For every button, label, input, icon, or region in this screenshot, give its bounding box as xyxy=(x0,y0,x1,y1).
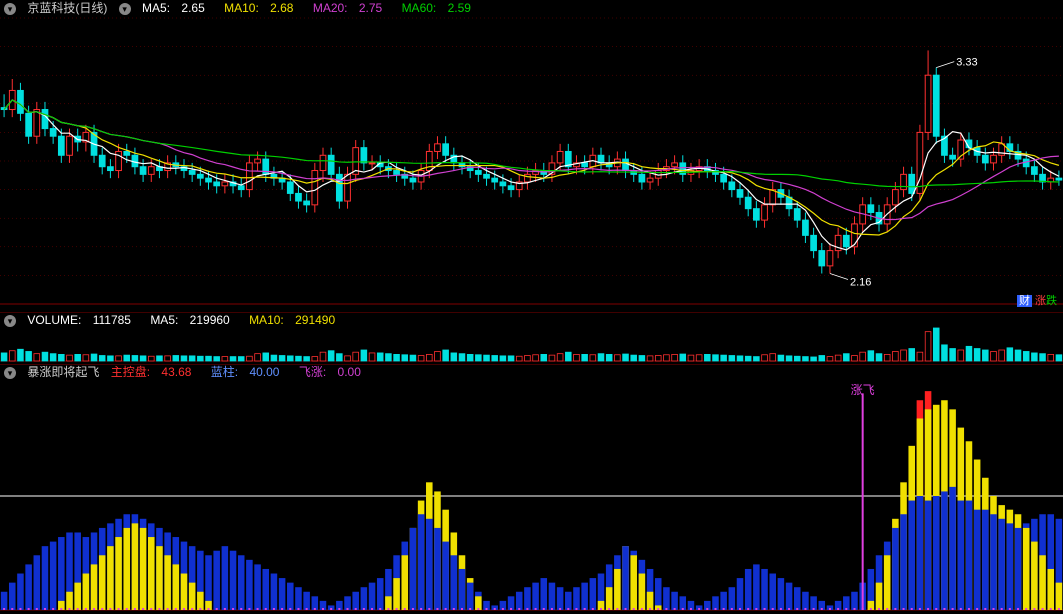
ma60-label: MA60: 2.59 xyxy=(402,1,479,15)
ma20-label: MA20: 2.75 xyxy=(313,1,390,15)
svg-text:涨飞: 涨飞 xyxy=(851,382,875,397)
indicator-header: ▾ 暴涨即将起飞 主控盘: 43.68 蓝柱: 40.00 飞涨: 0.00 xyxy=(0,364,377,380)
volume-label: VOLUME: 111785 xyxy=(27,313,139,327)
vol-ma5-label: MA5: 219960 xyxy=(150,313,237,327)
indicator-title: 暴涨即将起飞 xyxy=(27,365,99,379)
chevron-down-icon[interactable]: ▾ xyxy=(4,367,16,379)
price-header: ▾ 京蓝科技(日线) ▾ MA5: 2.65 MA10: 2.68 MA20: … xyxy=(0,0,487,16)
volume-panel[interactable]: ▾ VOLUME: 111785 MA5: 219960 MA10: 29149… xyxy=(0,312,1063,362)
ind-item-2: 飞涨: 0.00 xyxy=(299,365,369,379)
ma10-label: MA10: 2.68 xyxy=(224,1,301,15)
ind-item-0: 主控盘: 43.68 xyxy=(111,365,200,379)
indicator-panel[interactable]: ▾ 暴涨即将起飞 主控盘: 43.68 蓝柱: 40.00 飞涨: 0.00 涨… xyxy=(0,364,1063,614)
svg-text:2.16: 2.16 xyxy=(850,276,871,288)
chevron-down-icon[interactable]: ▾ xyxy=(4,315,16,327)
svg-text:3.33: 3.33 xyxy=(956,57,977,69)
ind-item-1: 蓝柱: 40.00 xyxy=(211,365,288,379)
stock-title: 京蓝科技(日线) xyxy=(27,1,107,15)
badge-right: 财 涨跌 xyxy=(1015,292,1059,308)
chevron-down-icon[interactable]: ▾ xyxy=(119,3,131,15)
price-panel[interactable]: ▾ 京蓝科技(日线) ▾ MA5: 2.65 MA10: 2.68 MA20: … xyxy=(0,0,1063,310)
price-chart[interactable]: 3.33 2.16 xyxy=(0,0,1063,310)
chevron-down-icon[interactable]: ▾ xyxy=(4,3,16,15)
ma5-label: MA5: 2.65 xyxy=(142,1,213,15)
vol-ma10-label: MA10: 291490 xyxy=(249,313,343,327)
volume-header: ▾ VOLUME: 111785 MA5: 219960 MA10: 29149… xyxy=(0,312,351,328)
indicator-chart[interactable]: 涨飞 xyxy=(0,364,1063,614)
